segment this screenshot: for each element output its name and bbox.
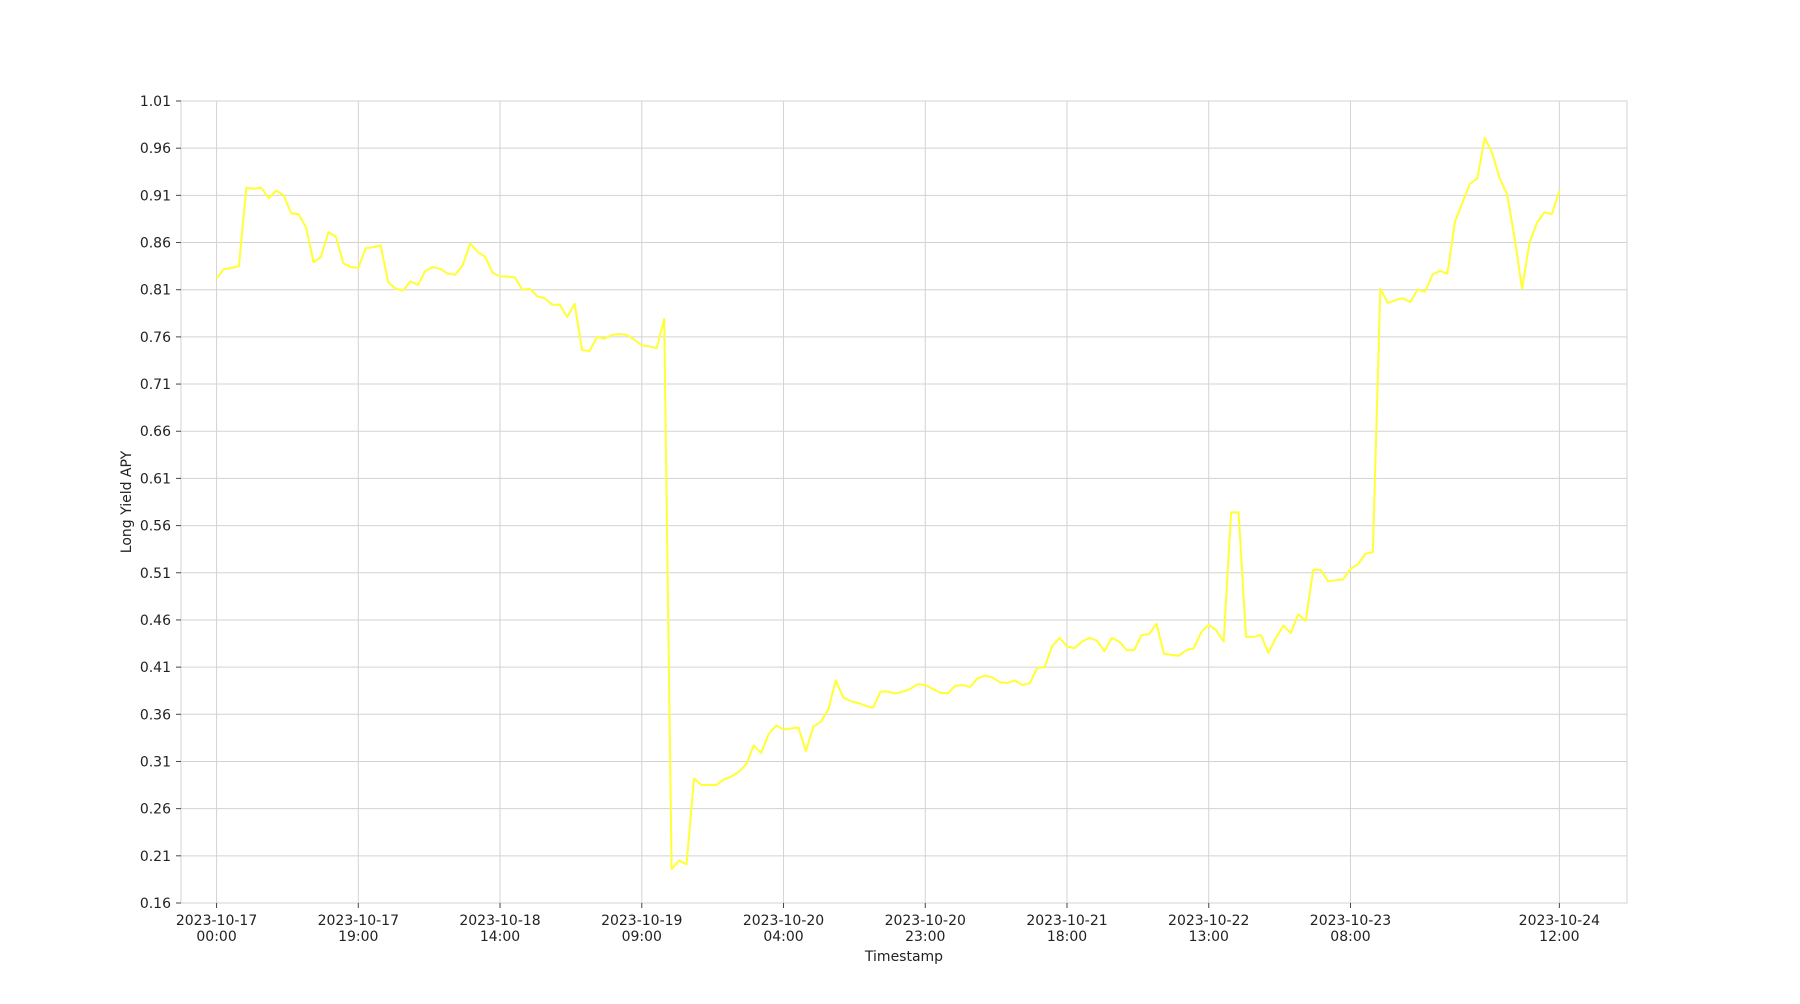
y-axis-ticks: 0.16 0.21 0.26 0.31 0.36 0.41 0.46 0.51 0.56 0.61… <box>140 94 181 912</box>
y-tick-label: 0.41 <box>140 660 171 676</box>
y-tick-label: 0.61 <box>140 471 171 487</box>
y-tick-label: 0.26 <box>140 802 171 818</box>
y-tick-label: 0.66 <box>140 424 171 440</box>
grid-lines <box>181 100 1627 904</box>
y-tick-label: 0.96 <box>140 141 171 157</box>
y-axis-label: Long Yield APY <box>119 450 135 553</box>
x-tick-time-label: 09:00 <box>622 929 662 945</box>
x-tick-date-label: 2023-10-24 <box>1519 913 1600 929</box>
x-tick-date-label: 2023-10-22 <box>1168 913 1249 929</box>
x-tick-time-label: 19:00 <box>338 929 378 945</box>
x-tick-date-label: 2023-10-17 <box>176 913 257 929</box>
x-tick-date-label: 2023-10-20 <box>885 913 966 929</box>
x-axis-label: Timestamp <box>864 949 943 965</box>
x-tick-time-label: 12:00 <box>1539 929 1579 945</box>
x-tick-time-label: 23:00 <box>905 929 945 945</box>
x-tick-date-label: 2023-10-17 <box>318 913 399 929</box>
x-tick-date-label: 2023-10-20 <box>743 913 824 929</box>
x-tick-time-label: 00:00 <box>196 929 236 945</box>
series-lines <box>215 136 1561 871</box>
y-tick-label: 0.91 <box>140 188 171 204</box>
x-axis-ticks: 2023-10-1700:002023-10-1719:002023-10-18… <box>176 903 1600 945</box>
x-tick-time-label: 13:00 <box>1189 929 1229 945</box>
x-tick-date-label: 2023-10-19 <box>601 913 682 929</box>
y-tick-label: 0.86 <box>140 236 171 252</box>
y-tick-label: 0.46 <box>140 613 171 629</box>
x-tick-time-label: 04:00 <box>763 929 803 945</box>
y-tick-label: 0.56 <box>140 519 171 535</box>
plot-frame <box>180 100 1628 904</box>
y-tick-label: 0.16 <box>140 896 171 912</box>
y-tick-label: 0.71 <box>140 377 171 393</box>
x-tick-date-label: 2023-10-23 <box>1310 913 1391 929</box>
x-tick-time-label: 18:00 <box>1047 929 1087 945</box>
y-tick-label: 0.51 <box>140 566 171 582</box>
x-tick-date-label: 2023-10-21 <box>1026 913 1107 929</box>
y-tick-label: 0.76 <box>140 330 171 346</box>
x-tick-time-label: 14:00 <box>480 929 520 945</box>
y-tick-label: 0.21 <box>140 849 171 865</box>
x-tick-time-label: 08:00 <box>1330 929 1370 945</box>
y-tick-label: 0.36 <box>140 707 171 723</box>
x-tick-date-label: 2023-10-18 <box>459 913 540 929</box>
y-tick-label: 1.01 <box>140 94 171 110</box>
y-tick-label: 0.81 <box>140 283 171 299</box>
series-line-long-yield-apy <box>215 136 1561 871</box>
y-tick-label: 0.31 <box>140 754 171 770</box>
